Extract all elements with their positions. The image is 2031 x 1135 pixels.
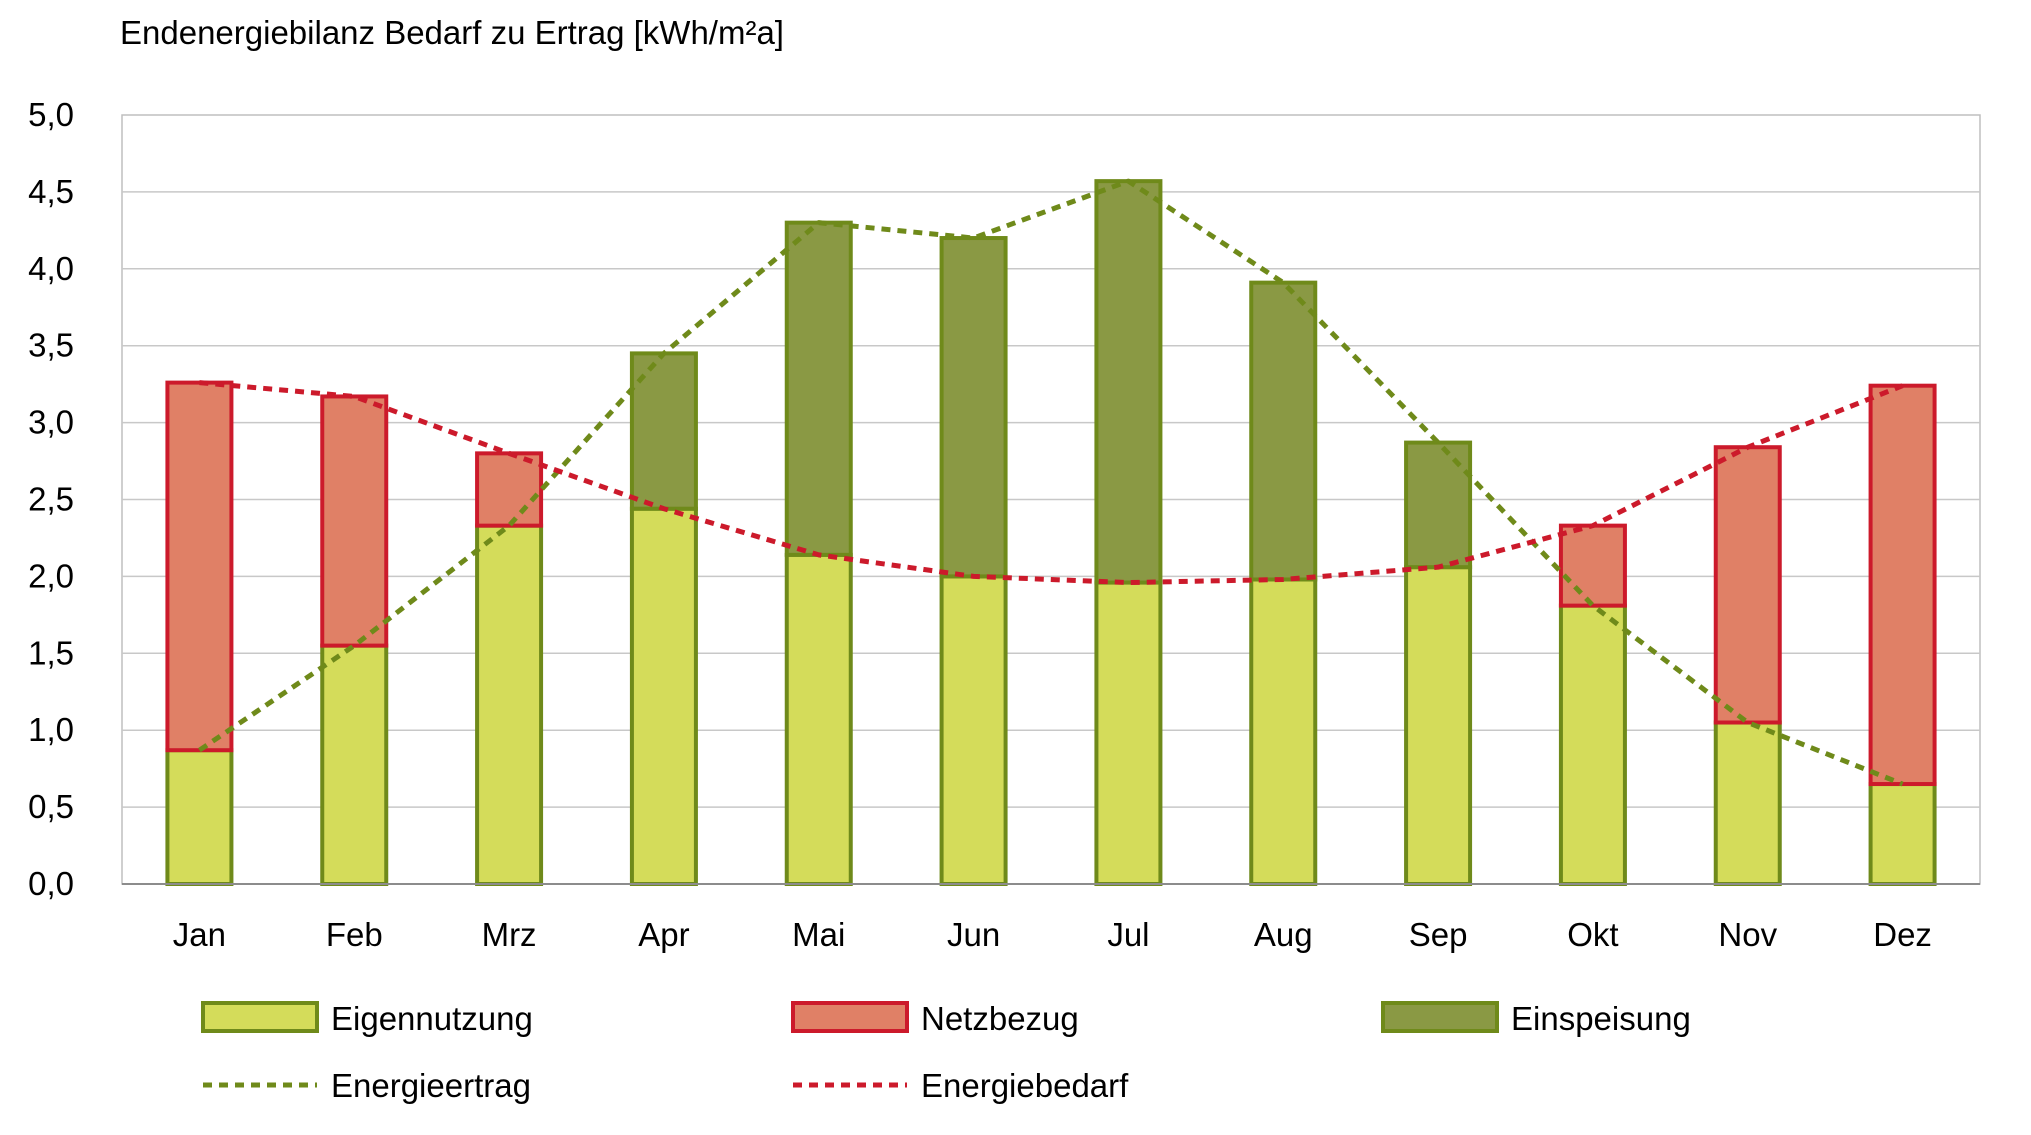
y-tick-label: 1,5 [28,634,74,671]
legend-swatch [201,1001,319,1033]
x-tick-label: Aug [1254,916,1313,953]
bar-netzbezug [475,451,544,528]
y-tick-label: 3,5 [28,327,74,364]
bar-eigennutzung [320,643,389,886]
bar-netzbezug [1558,523,1627,608]
bar-einspeisung [939,236,1008,579]
y-tick-label: 0,5 [28,788,74,825]
bar-eigennutzung [1868,782,1937,887]
bar-eigennutzung [1713,720,1782,887]
bar-eigennutzung [165,748,234,886]
gridlines [122,191,1980,808]
bar-eigennutzung [1558,603,1627,886]
bar-netzbezug [1868,383,1937,787]
y-tick-label: 4,5 [28,173,74,210]
x-tick-label: Jun [947,916,1000,953]
legend-item-netzbezug: Netzbezug [791,1000,1079,1037]
legend-swatch [1381,1001,1499,1033]
y-tick-label: 2,0 [28,557,74,594]
legend-item-einspeisung: Einspeisung [1381,1000,1691,1037]
bar-eigennutzung [939,574,1008,887]
legend-item-eigennutzung: Eigennutzung [201,1000,533,1037]
bar-einspeisung [1404,440,1473,570]
x-axis: Jan Feb Mrz Apr Mai Jun Jul Aug Sep Okt Nov Dez [173,916,1932,953]
y-tick-label: 2,5 [28,481,74,518]
legend-label: Energieertrag [331,1067,531,1104]
bar-eigennutzung [1094,580,1163,886]
x-tick-label: Feb [326,916,383,953]
legend-label: Energiebedarf [921,1067,1129,1104]
line-energiebedarf [199,380,1904,586]
x-tick-label: Mai [792,916,845,953]
bar-einspeisung [784,220,853,557]
x-tick-label: Mrz [482,916,537,953]
x-tick-label: Nov [1718,916,1777,953]
x-tick-label: Sep [1409,916,1468,953]
y-tick-label: 4,0 [28,250,74,287]
x-tick-label: Okt [1567,916,1618,953]
bar-eigennutzung [1249,577,1318,886]
y-tick-label: 3,0 [28,404,74,441]
x-tick-label: Jul [1107,916,1149,953]
legend-label: Einspeisung [1511,1000,1691,1037]
bar-einspeisung [1094,179,1163,585]
y-tick-label: 5,0 [28,96,74,133]
y-axis: 0,0 0,5 1,0 1,5 2,0 2,5 3,0 3,5 4,0 4,5 5,0 [28,96,1980,902]
bar-eigennutzung [475,523,544,886]
bar-netzbezug [1713,445,1782,725]
bars [165,179,1937,887]
bar-einspeisung [1249,280,1318,582]
legend-item-energiebedarf: Energiebedarf [793,1067,1129,1104]
y-tick-label: 1,0 [28,711,74,748]
bar-eigennutzung [629,506,698,886]
bar-netzbezug [165,380,234,753]
x-tick-label: Jan [173,916,226,953]
x-tick-label: Dez [1873,916,1932,953]
x-tick-label: Apr [638,916,689,953]
legend-label: Eigennutzung [331,1000,533,1037]
legend-label: Netzbezug [921,1000,1079,1037]
bar-netzbezug [320,394,389,648]
legend: Eigennutzung Netzbezug Einspeisung Energiee… [201,1000,1691,1104]
chart-title: Endenergiebilanz Bedarf zu Ertrag [kWh/m… [120,14,784,51]
legend-swatch [791,1001,909,1033]
bar-eigennutzung [1404,565,1473,886]
lines [198,178,1904,787]
bar-eigennutzung [784,552,853,886]
y-tick-label: 0,0 [28,865,74,902]
legend-item-energieertrag: Energieertrag [203,1067,531,1104]
